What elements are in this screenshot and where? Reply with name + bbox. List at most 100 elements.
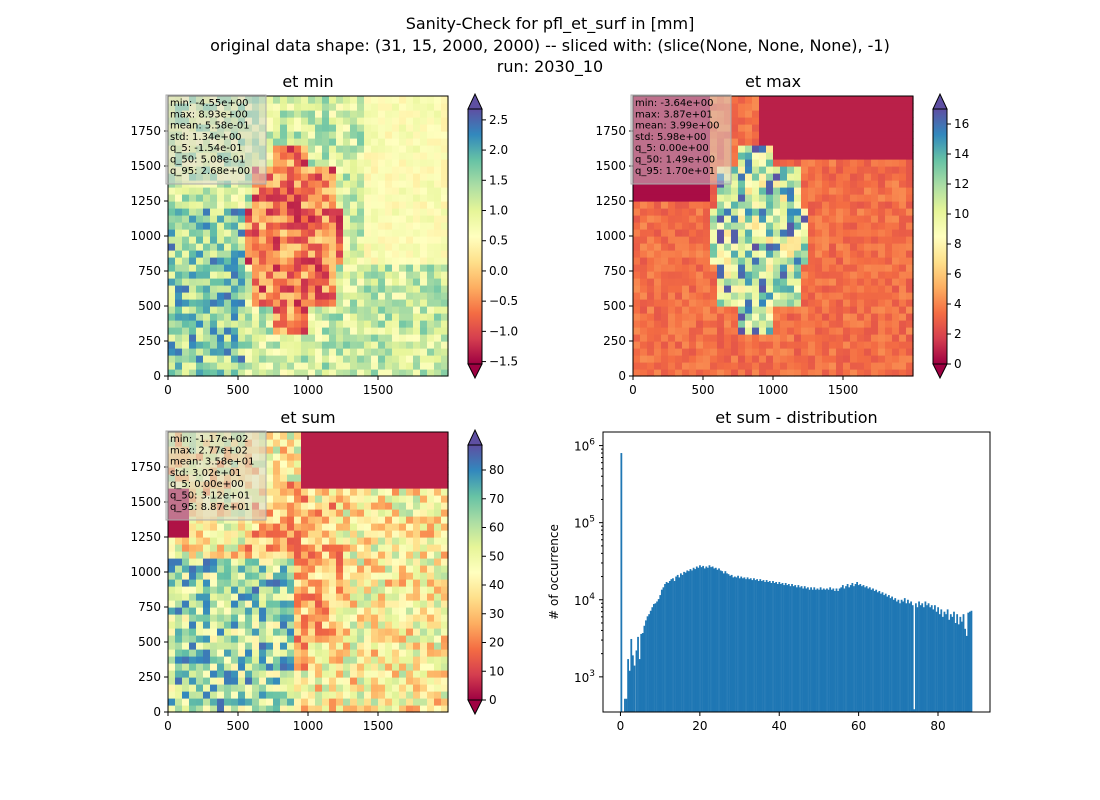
y-tick-label: 750 [603,264,626,278]
histogram-bar [741,578,744,712]
colorbar-tick-label: 4 [954,297,962,311]
histogram-bar [765,580,768,712]
histogram-bar [768,581,771,712]
histogram-bar [676,574,679,712]
histogram-bar [631,655,634,712]
colorbar-tick-label: 1.0 [489,204,508,218]
histogram-bar [918,601,920,712]
colorbar-gradient [467,444,483,701]
histogram-bar [625,698,628,712]
y-tick-label: 0 [618,369,626,383]
histogram-bar [797,585,800,712]
histogram-bar [775,581,778,712]
x-tick-label: 500 [227,719,250,733]
histogram-bar [641,633,644,712]
histogram-bar [726,573,728,712]
histogram-bar [627,659,629,712]
stats-line: std: 3.02e+01 [170,468,242,479]
histogram-bar [945,614,947,712]
histogram-bar [961,621,963,712]
histogram-bar [856,581,859,712]
y-tick-label: 1750 [130,460,161,474]
x-tick-label: 1500 [363,383,394,397]
histogram-bar [954,622,957,712]
y-tick-label: 105 [574,515,595,531]
histogram-bar [656,601,658,712]
stats-box-background [165,430,267,521]
histogram-bar [665,581,668,712]
histogram-bar [889,598,892,712]
histogram-bar [667,582,670,712]
histogram-bar [799,587,801,712]
colorbar-tick-label: 0.5 [489,234,508,248]
y-tick-label: 500 [138,635,161,649]
histogram-bar [953,611,955,712]
colorbar-tick-label: 60 [489,521,504,535]
histogram-bar [760,581,763,712]
histogram-bar [911,605,914,712]
histogram-bar [902,601,905,712]
histogram-bar [835,588,838,712]
y-tick-label: 500 [138,299,161,313]
y-tick-label: 1250 [595,194,626,208]
histogram-bar [813,587,816,712]
histogram-bar [794,585,797,712]
histogram-bar [722,573,725,712]
histogram-bar [753,578,755,712]
histogram-bar [862,585,865,712]
histogram-bar [673,581,676,712]
histogram-bar [664,584,666,712]
histogram-bar [910,601,913,712]
histogram-bar [864,587,866,712]
histogram-bar [843,588,846,712]
colorbar: 2.5 2.0 1.5 1.0 0.5 0.0 −0.5 −1.0 −1.5 [467,92,518,380]
histogram-bar [800,586,803,712]
histogram-bar [907,599,909,712]
histogram-bar [718,568,720,712]
stats-line: max: 2.77e+02 [170,445,248,456]
histogram-bar [633,665,636,712]
histogram-bar [811,589,814,712]
colorbar-tick-label: 2.0 [489,143,508,157]
stats-line: q_95: 8.87e+01 [170,502,250,513]
histogram-bar [946,609,949,712]
colorbar-tick-label: 12 [954,177,969,191]
histogram-bar [713,568,716,712]
histogram-bar [841,585,844,712]
colorbar-tick-label: −1.0 [489,324,518,338]
histogram-bar [700,567,703,712]
stats-line: q_50: 1.49e+00 [635,155,715,166]
histogram-bar [892,599,895,712]
histogram-bar [711,566,714,712]
colorbar-extend-min [467,363,483,380]
histogram-bar [851,582,854,712]
panel-title: et sum [280,408,335,427]
colorbar: 80 70 60 50 40 30 20 10 0 [467,428,504,716]
histogram-bar [659,595,662,712]
histogram-bar [791,584,793,712]
histogram-bar [802,588,805,712]
colorbar-tick-label: 40 [489,578,504,592]
histogram-bar [829,587,832,712]
y-tick-label: 1500 [595,159,626,173]
histogram-bar [699,565,701,712]
colorbar-tick-label: 0.0 [489,264,508,278]
y-tick-label: 106 [574,438,595,454]
colorbar-tick-label: 0 [489,693,497,707]
histogram-bar [645,620,647,712]
histogram-bar [780,584,782,712]
histogram-bar [710,567,712,712]
y-tick-label: 500 [603,299,626,313]
histogram-bar [943,611,946,712]
histogram-bar [660,589,663,712]
stats-line: q_5: 0.00e+00 [170,479,244,490]
colorbar-tick-label: 8 [954,237,962,251]
histogram-bar [730,574,733,712]
panel-title: et min [282,72,333,91]
histogram-bar [932,609,935,712]
histogram-bars [620,453,973,712]
histogram-bar [807,587,809,712]
histogram-bar [757,581,760,712]
histogram-bar [846,584,849,712]
